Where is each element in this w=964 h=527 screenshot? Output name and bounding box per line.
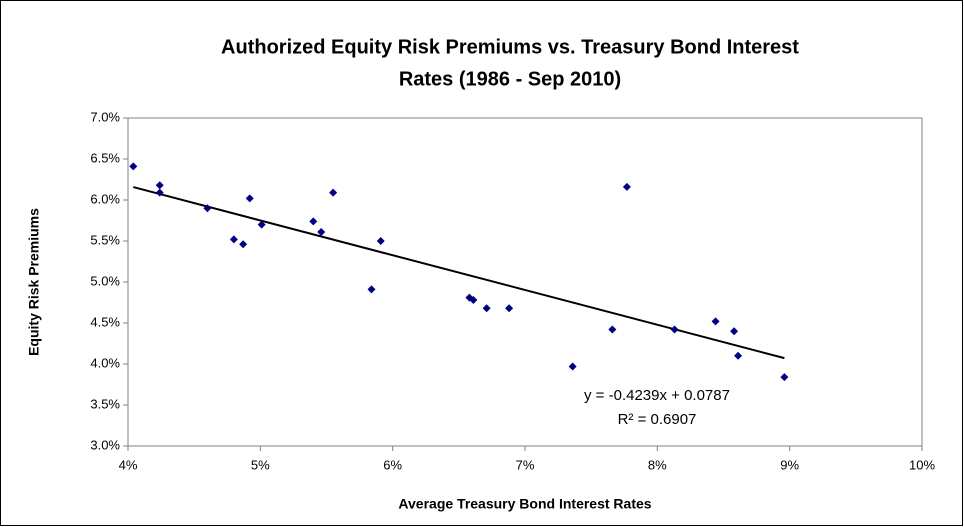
data-point bbox=[155, 188, 164, 197]
trend-equation: y = -0.4239x + 0.0787 bbox=[584, 387, 730, 404]
y-tick-label: 3.0% bbox=[90, 437, 120, 452]
data-point bbox=[622, 182, 631, 191]
chart-title: Rates (1986 - Sep 2010) bbox=[399, 68, 621, 90]
data-point bbox=[329, 188, 338, 197]
data-point bbox=[608, 325, 617, 334]
data-point bbox=[734, 351, 743, 360]
data-point bbox=[367, 285, 376, 294]
x-tick-label: 9% bbox=[780, 457, 799, 472]
data-point bbox=[568, 362, 577, 371]
y-tick-label: 6.5% bbox=[90, 150, 120, 165]
x-axis-title: Average Treasury Bond Interest Rates bbox=[398, 496, 651, 512]
x-tick-label: 8% bbox=[648, 457, 667, 472]
y-tick-label: 5.5% bbox=[90, 232, 120, 247]
y-tick-label: 3.5% bbox=[90, 396, 120, 411]
data-point bbox=[257, 220, 266, 229]
data-point bbox=[505, 304, 514, 313]
y-tick-label: 4.0% bbox=[90, 355, 120, 370]
data-point bbox=[245, 194, 254, 203]
y-tick-label: 4.5% bbox=[90, 314, 120, 329]
data-point bbox=[711, 317, 720, 326]
data-point bbox=[129, 162, 138, 171]
y-tick-label: 6.0% bbox=[90, 191, 120, 206]
chart-title: Authorized Equity Risk Premiums vs. Trea… bbox=[221, 36, 799, 58]
data-point bbox=[376, 237, 385, 245]
data-point bbox=[239, 240, 248, 249]
data-point bbox=[229, 235, 238, 244]
data-point bbox=[469, 296, 478, 305]
data-point bbox=[482, 304, 491, 313]
y-tick-label: 7.0% bbox=[90, 109, 120, 124]
y-axis-title: Equity Risk Premiums bbox=[26, 208, 42, 356]
trend-r-squared: R² = 0.6907 bbox=[618, 411, 697, 428]
x-tick-label: 7% bbox=[516, 457, 535, 472]
data-point bbox=[309, 217, 318, 226]
data-point bbox=[203, 204, 212, 213]
x-tick-label: 6% bbox=[383, 457, 402, 472]
x-tick-label: 4% bbox=[119, 457, 138, 472]
data-point bbox=[317, 227, 326, 236]
plot-area bbox=[127, 117, 923, 447]
y-tick-label: 5.0% bbox=[90, 273, 120, 288]
x-tick-label: 10% bbox=[909, 457, 935, 472]
data-point bbox=[670, 325, 679, 334]
data-point bbox=[155, 181, 164, 190]
data-point bbox=[730, 327, 739, 336]
x-tick-label: 5% bbox=[251, 457, 270, 472]
data-point bbox=[780, 373, 789, 382]
